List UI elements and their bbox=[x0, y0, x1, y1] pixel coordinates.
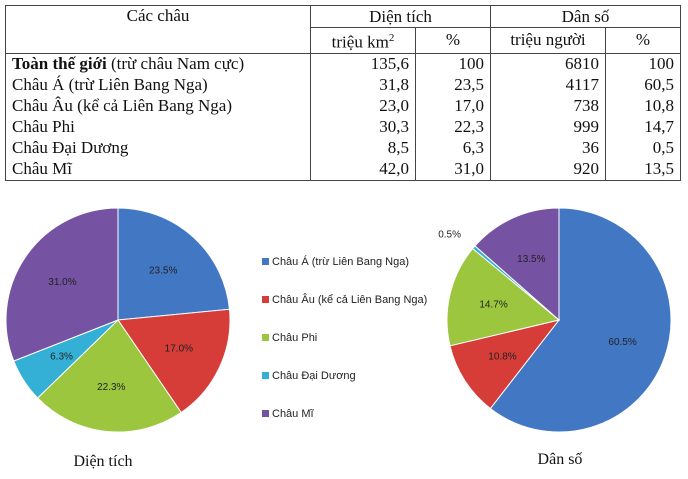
legend-swatch bbox=[262, 410, 269, 417]
pie-slice bbox=[449, 319, 561, 410]
cell-area-pct: 6,3 bbox=[415, 137, 491, 159]
subheader-area-pct: % bbox=[415, 27, 491, 54]
data-label: 14.7% bbox=[479, 300, 507, 311]
cell-region: Châu Phi bbox=[5, 116, 311, 138]
table-row: Châu Đại Dương 8,5 6,3 36 0,5 bbox=[5, 137, 681, 159]
header-population: Dân số bbox=[490, 5, 681, 28]
pie-slice bbox=[117, 308, 231, 414]
cell-pop-pct: 0,5 bbox=[605, 137, 681, 159]
table-row: Toàn thế giới (trừ châu Nam cực) 135,6 100… bbox=[5, 53, 681, 75]
data-label: 0.5% bbox=[438, 230, 461, 241]
legend-item: Châu Á (trừ Liên Bang Nga) bbox=[272, 255, 409, 268]
data-label: 17.0% bbox=[165, 343, 193, 354]
cell-pop: 6810 bbox=[490, 53, 606, 75]
table-row: Châu Mĩ 42,0 31,0 920 13,5 bbox=[5, 158, 681, 181]
subheader-pop-unit: triệu người bbox=[490, 27, 606, 54]
data-label: 6.3% bbox=[50, 351, 73, 362]
legend-item: Châu Đại Dương bbox=[272, 370, 356, 382]
cell-pop-pct: 10,8 bbox=[605, 95, 681, 117]
cell-area: 23,0 bbox=[310, 95, 416, 117]
cell-pop-pct: 60,5 bbox=[605, 74, 681, 96]
header-region: Các châu bbox=[5, 5, 311, 54]
legend-swatch bbox=[262, 258, 269, 265]
pie-slice bbox=[474, 207, 560, 322]
legend-swatch bbox=[262, 334, 269, 341]
cell-pop: 36 bbox=[490, 137, 606, 159]
pie-slice bbox=[5, 207, 119, 362]
data-label: 31.0% bbox=[48, 277, 76, 288]
table-row: Châu Âu (kể cả Liên Bang Nga) 23,0 17,0 738… bbox=[5, 95, 681, 117]
pie-slice bbox=[36, 319, 182, 433]
pie-1: 60.5% 10.8% 14.7% 0.5% 13.5% Dân số bbox=[438, 207, 672, 468]
data-label: 22.3% bbox=[97, 382, 125, 393]
cell-area: 42,0 bbox=[310, 158, 416, 181]
cell-area: 135,6 bbox=[310, 53, 416, 75]
chart-title: Dân số bbox=[538, 451, 583, 468]
table-row: Châu Phi 30,3 22,3 999 14,7 bbox=[5, 116, 681, 138]
cell-region: Châu Mĩ bbox=[5, 158, 311, 181]
data-label: 60.5% bbox=[608, 337, 636, 348]
legend-item: Châu Phi bbox=[272, 332, 317, 344]
cell-area-pct: 17,0 bbox=[415, 95, 491, 117]
legend: Châu Á (trừ Liên Bang Nga) Châu Âu (kể cả… bbox=[262, 255, 427, 420]
data-label: 13.5% bbox=[517, 254, 545, 265]
cell-area-pct: 23,5 bbox=[415, 74, 491, 96]
table-row: Châu Á (trừ Liên Bang Nga) 31,8 23,5 4117 60… bbox=[5, 74, 681, 96]
pie-0: 23.5% 17.0% 22.3% 6.3% 31.0% Diện tích bbox=[5, 207, 231, 470]
subheader-pop-pct: % bbox=[605, 27, 681, 54]
legend-swatch bbox=[262, 372, 269, 379]
pie-slice bbox=[489, 207, 672, 433]
cell-area: 8,5 bbox=[310, 137, 416, 159]
cell-region: Châu Âu (kể cả Liên Bang Nga) bbox=[5, 95, 311, 117]
cell-pop-pct: 100 bbox=[605, 53, 681, 75]
data-label: 10.8% bbox=[488, 351, 516, 362]
data-table: Các châu Diện tích Dân số triệu km2 % tr… bbox=[5, 5, 681, 181]
header-area: Diện tích bbox=[310, 5, 491, 28]
legend-item: Châu Mĩ bbox=[272, 408, 315, 420]
cell-region: Châu Đại Dương bbox=[5, 137, 311, 159]
subheader-area-unit: triệu km2 bbox=[310, 27, 416, 54]
cell-area-pct: 31,0 bbox=[415, 158, 491, 181]
cell-region: Châu Á (trừ Liên Bang Nga) bbox=[5, 74, 311, 96]
cell-area: 30,3 bbox=[310, 116, 416, 138]
cell-pop: 999 bbox=[490, 116, 606, 138]
cell-pop: 4117 bbox=[490, 74, 606, 96]
cell-pop-pct: 14,7 bbox=[605, 116, 681, 138]
cell-pop-pct: 13,5 bbox=[605, 158, 681, 181]
pie-slice bbox=[117, 207, 231, 321]
pie-slice bbox=[446, 247, 561, 347]
legend-item: Châu Âu (kể cả Liên Bang Nga) bbox=[272, 293, 427, 306]
chart-title: Diện tích bbox=[73, 453, 132, 470]
cell-region: Toàn thế giới (trừ châu Nam cực) bbox=[5, 53, 311, 75]
data-label: 23.5% bbox=[149, 265, 177, 276]
legend-swatch bbox=[262, 296, 269, 303]
cell-area: 31,8 bbox=[310, 74, 416, 96]
